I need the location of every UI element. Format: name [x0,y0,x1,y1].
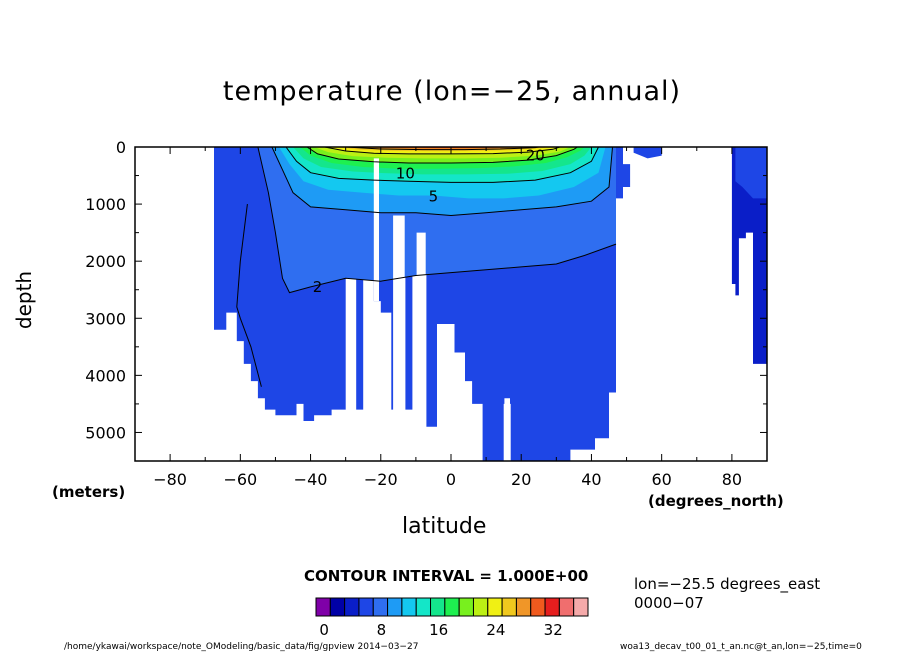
x-tick-label: −20 [364,470,398,489]
x-tick-label: 20 [511,470,531,489]
colorbar-swatch [372,597,389,617]
colorbar-swatch [387,597,403,617]
contour-line-2 [236,204,262,387]
x-tick-label: 0 [446,470,456,489]
colorbar-swatch [401,597,417,617]
contour-interval-label: CONTOUR INTERVAL = 1.000E+00 [304,567,589,585]
contour-line-4 [285,146,599,183]
colorbar-swatch [573,597,589,617]
x-tick-label: 80 [722,470,742,489]
temperature-fill-layer [214,147,767,461]
contour-label-5: 5 [429,188,439,206]
y-axis-label: depth [12,270,36,330]
contour-line-1 [257,146,617,294]
y-tick-label: 4000 [85,366,126,385]
colorbar-swatch [515,597,532,617]
colorbar-swatch [358,597,374,617]
y-tick-label: 5000 [85,423,126,442]
ridge-gap-1 [393,215,405,427]
colorbar-swatch [530,597,546,617]
time-info: 0000−07 [634,594,704,612]
y-tick-label: 2000 [85,252,126,271]
colorbar-swatch [458,597,474,617]
colorbar-swatch [329,597,346,617]
y-axis-unit: (meters) [52,483,126,501]
contour-label-20: 20 [526,147,545,165]
colorbar-tick-label: 32 [544,621,563,639]
colorbar-swatch [544,597,560,617]
colorbar-swatch [415,597,432,617]
x-tick-label: −40 [294,470,328,489]
x-axis-label: latitude [402,514,487,539]
y-tick-label: 0 [116,138,126,157]
colorbar-tick-label: 16 [429,621,448,639]
ridge-gap-2 [373,158,379,302]
contour-line-3 [271,146,613,217]
y-tick-label: 3000 [85,309,126,328]
longitude-info: lon=−25.5 degrees_east [634,575,821,593]
y-tick-label: 1000 [85,195,126,214]
colorbar-swatch [444,597,460,617]
colorbar-swatch [344,597,360,617]
colorbar-swatch [472,597,489,617]
contour-line-5 [306,146,578,164]
colorbar-swatch [487,597,503,617]
colorbar-swatch [430,597,446,617]
north-shelf-patch [616,147,631,199]
colorbar-swatch [315,597,331,617]
colorbar-swatch [501,597,517,617]
footer-path: /home/ykawai/workspace/note_OModeling/ba… [64,642,419,652]
north-surface-patch [633,147,662,159]
contour-label-2: 2 [313,278,323,296]
ridge-gap-4 [504,398,510,461]
x-tick-label: 40 [581,470,601,489]
colorbar-swatch [558,597,575,617]
x-tick-label: −60 [223,470,257,489]
colorbar-tick-label: 8 [377,621,387,639]
ridge-gap-3 [416,232,426,421]
colorbar: 0 8 16 24 32 [315,597,589,639]
band-north-deep [731,147,767,364]
colorbar-tick-label: 24 [486,621,505,639]
colorbar-tick-label: 0 [319,621,329,639]
x-tick-label: −80 [153,470,187,489]
axis-tick-layer: −80 −60 −40 −20 0 20 40 60 80 0 1000 2000 3000 4000 50… [85,138,768,489]
band-north-upper [735,147,767,199]
x-tick-label: 60 [651,470,671,489]
footer-variable: woa13_decav_t00_01_t_an.nc@t_an,lon=−25,… [620,642,862,652]
contour-label-10: 10 [396,164,415,182]
x-axis-unit: (degrees_north) [648,492,784,510]
chart-title: temperature (lon=−25, annual) [222,76,682,107]
